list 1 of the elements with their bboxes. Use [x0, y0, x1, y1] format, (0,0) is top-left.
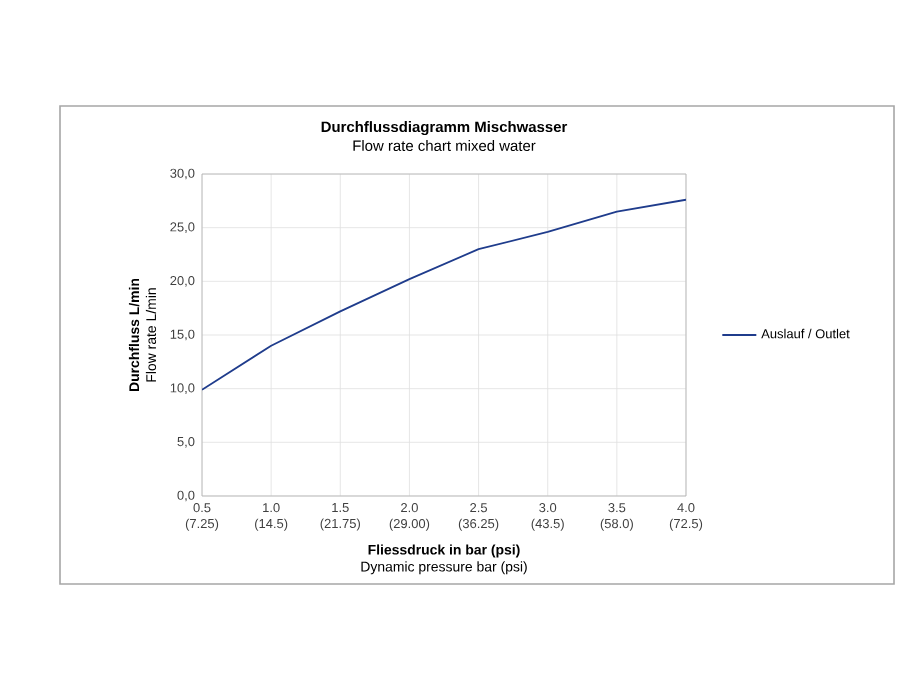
line-series [202, 198, 686, 391]
